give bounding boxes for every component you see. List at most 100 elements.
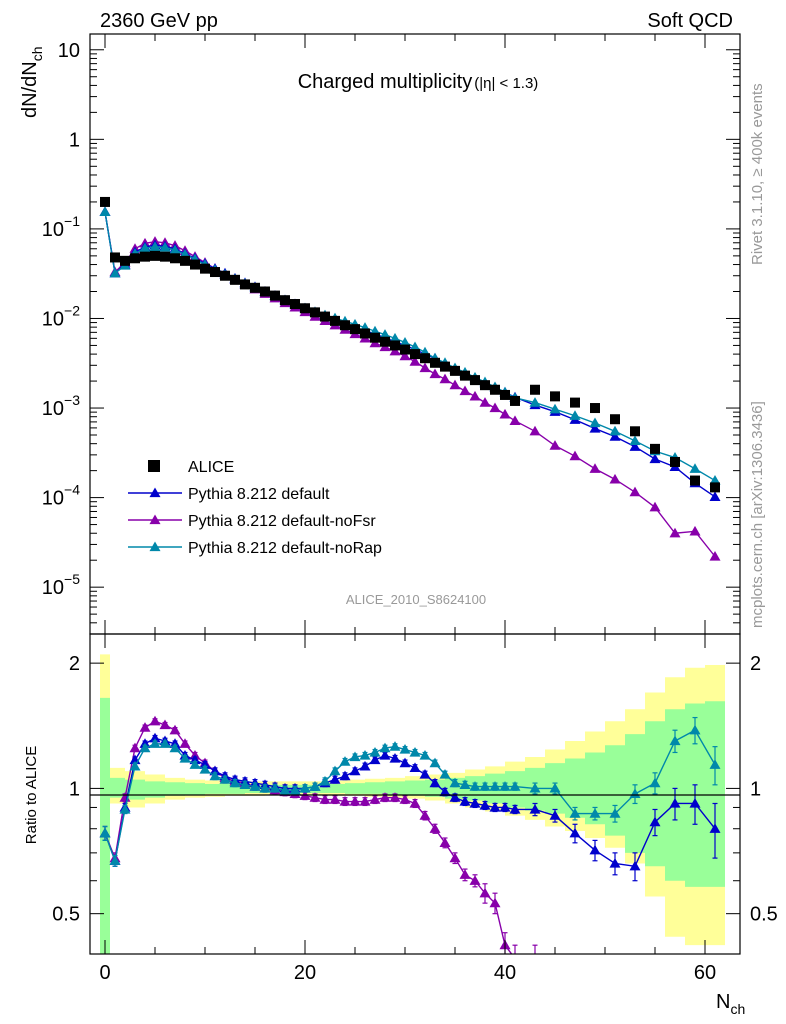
process-label: Soft QCD [647,10,733,32]
main-y-axis-label-sub: ch [29,47,45,62]
data-point-noRap [409,341,421,352]
ratio-series-noRap [99,716,721,867]
ratio-point-noFsr [469,875,481,885]
legend-label-noRap: Pythia 8.212 default-noRap [188,540,382,557]
data-point-noFsr [589,463,601,473]
data-point-noFsr [609,473,621,484]
data-point-data [470,375,480,386]
ratio-point-default [649,816,661,827]
ratio-point-noFsr [149,715,161,726]
ratio-point-noRap [329,765,341,776]
ratio-point-noRap [179,752,191,763]
ratio-point-noFsr [550,968,561,978]
legend-marker-noRap [149,541,161,552]
ratio-point-noRap [629,788,641,799]
data-point-default [609,431,621,441]
y-tick-label-base: 10 [42,398,64,420]
ratio-point-noFsr [139,722,151,732]
ratio-point-default [439,786,451,797]
data-point-noFsr [549,440,561,450]
ratio-point-noRap [449,777,461,788]
main-y-axis-label-text: dN/dN [19,61,41,118]
x-tick-label: 20 [294,962,316,984]
ratio-point-noRap [429,757,441,768]
data-point-noRap [629,435,641,445]
data-point-data [150,250,160,261]
data-point-noRap [139,242,151,253]
ratio-point-noRap [589,808,601,818]
data-point-data [360,328,370,339]
data-point-data [370,332,380,343]
data-point-data [180,255,190,266]
ratio-point-noRap [339,756,351,766]
data-point-data [140,251,150,262]
data-point-noRap [689,463,701,473]
ratio-series-layer [99,715,721,978]
ratio-point-noRap [239,779,251,789]
ratio-point-default [429,777,441,788]
ratio-point-noRap [199,764,211,774]
ratio-point-noRap [129,760,141,771]
ratio-point-noFsr [479,887,491,898]
ratio-point-noRap [459,779,471,789]
ratio-point-noRap [219,774,231,784]
data-point-noRap [149,241,161,252]
main-series-layer [99,196,721,561]
data-point-noFsr [449,379,461,390]
x-axis-label: Nch [716,991,745,1017]
ratio-point-default [709,823,721,833]
ratio-point-default [689,797,701,808]
ratio-point-default [459,796,471,806]
data-point-noRap [379,329,391,339]
y-tick-label-ratio: 0.5 [52,904,80,926]
ratio-point-noFsr [349,796,361,806]
ratio-point-noRap [439,769,451,779]
data-point-data [410,349,420,360]
data-point-data [450,365,460,376]
data-point-data [110,252,120,263]
ratio-point-noFsr [159,719,171,730]
ratio-point-noRap [549,782,561,793]
ratio-point-noRap [209,770,221,781]
data-point-data [330,315,340,326]
y-tick-label-base: 10 [42,219,64,241]
data-point-data [380,336,390,347]
y-tick-label-main: 10−3 [42,392,80,420]
data-point-noFsr [629,486,641,497]
data-point-noRap [709,475,721,485]
ratio-point-noRap [709,759,721,769]
ratio-point-default [449,792,461,802]
side-mcplots-label: mcplots.cern.ch [arXiv:1306.3436] [749,401,766,628]
ratio-point-noFsr [379,792,391,802]
ratio-point-noRap [269,782,281,793]
ratio-line-noRap [104,729,716,864]
ratio-point-noRap [109,855,121,865]
ratio-point-noRap [649,777,661,788]
data-point-noFsr [569,450,581,461]
ratio-point-default [499,801,511,812]
ratio-point-noRap [349,751,361,762]
analysis-id: ALICE_2010_S8624100 [346,592,486,607]
y-tick-label-base: 10 [42,577,64,599]
ratio-point-noRap [499,781,511,791]
legend-marker-default [149,487,161,498]
main-y-axis-label: dN/dNch [19,47,45,119]
ratio-point-noFsr [359,796,371,806]
ratio-point-noFsr [429,823,441,833]
ratio-point-noFsr [399,794,411,804]
data-point-data [100,196,110,207]
x-axis-label-text: N [716,991,730,1013]
ratio-point-noRap [529,782,541,793]
y-tick-label-exp: −1 [64,213,80,229]
y-tick-label-exp: −3 [64,392,80,408]
data-point-noRap [569,410,581,420]
data-point-data [670,456,680,467]
series-data [100,196,720,493]
data-point-data [200,263,210,274]
ratio-point-noRap [99,827,111,838]
ratio-point-noRap [189,759,201,769]
ratio-point-noRap [609,808,621,818]
data-point-data [440,361,450,372]
ratio-point-noRap [139,742,151,753]
x-tick-label: 60 [694,962,716,984]
